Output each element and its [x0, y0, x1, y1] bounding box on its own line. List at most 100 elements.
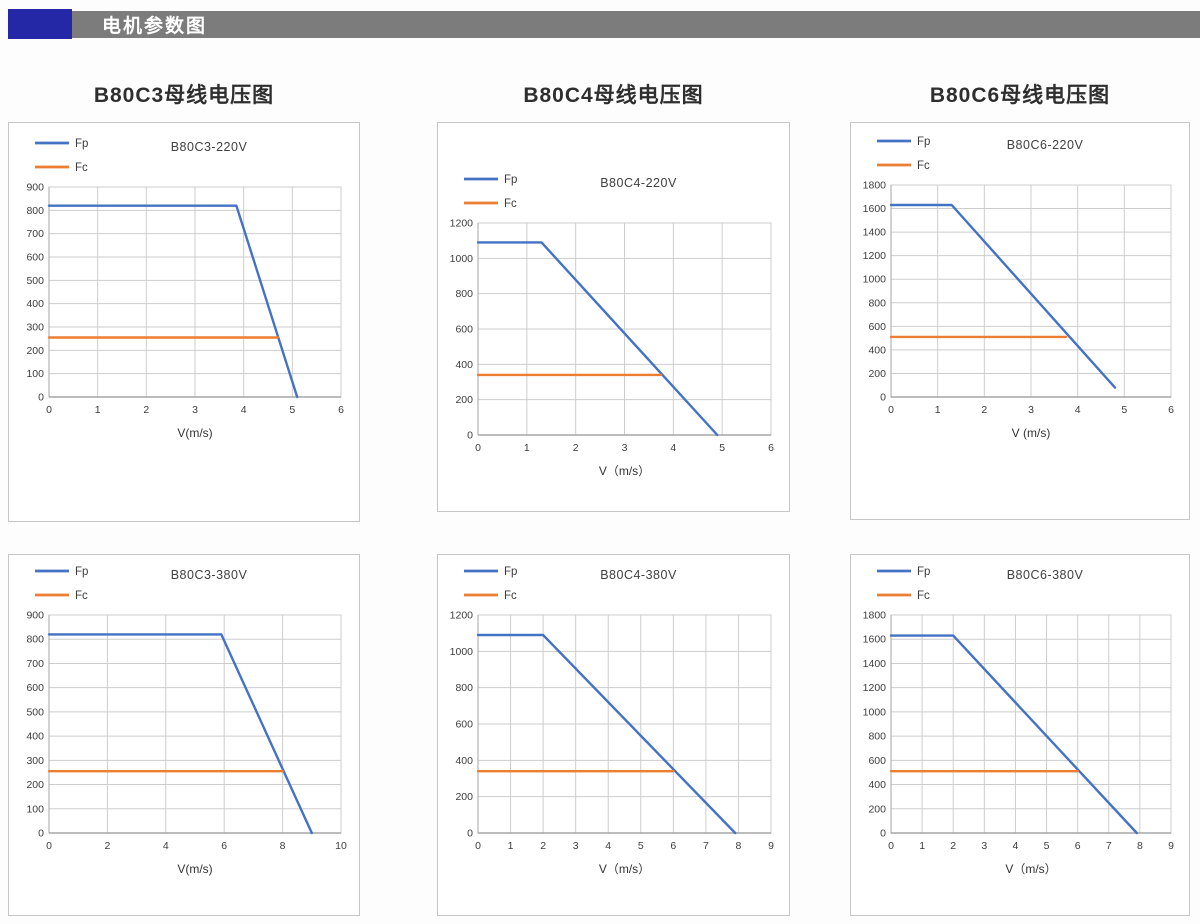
fp-line — [47, 633, 313, 835]
y-tick-label: 1000 — [863, 706, 887, 718]
legend-label-fc: Fc — [75, 590, 88, 602]
y-tick-label: 400 — [868, 779, 886, 791]
y-tick-label: 1600 — [863, 203, 887, 215]
x-tick-label: 0 — [888, 404, 894, 416]
y-tick-label: 600 — [26, 252, 44, 264]
y-tick-label: 800 — [26, 205, 44, 217]
y-tick-label: 1200 — [450, 218, 474, 230]
page-header: 电机参数图 — [8, 9, 1200, 39]
chart-canvas: 0 100 200 300 400 500 600 700 800 900 0 1 2 3 4 5 6 V(m/s… — [26, 138, 344, 440]
y-tick-label: 800 — [455, 682, 473, 694]
chart-canvas: 0 100 200 300 400 500 600 700 800 900 0 2 4 6 8 10 V(m/s… — [26, 566, 347, 876]
x-tick-label: 5 — [638, 840, 644, 852]
chart-inner-title: B80C6-220V — [1007, 138, 1084, 152]
chart-panel-b80c4-220v: 0 200 400 600 800 1000 1200 0 1 2 3 4 5 6 V（m/s） Fp Fc B8… — [437, 122, 790, 512]
y-tick-label: 400 — [26, 731, 44, 743]
x-tick-label: 6 — [1075, 840, 1081, 852]
x-tick-label: 2 — [981, 404, 987, 416]
legend-label-fc: Fc — [75, 162, 88, 174]
y-tick-label: 400 — [455, 359, 473, 371]
x-tick-label: 2 — [950, 840, 956, 852]
x-tick-label: 9 — [1168, 840, 1174, 852]
y-tick-label: 600 — [868, 755, 886, 767]
x-axis-label: V（m/s） — [599, 862, 650, 876]
y-tick-label: 800 — [868, 297, 886, 309]
x-tick-label: 3 — [573, 840, 579, 852]
chart-inner-title: B80C3-380V — [171, 568, 248, 582]
y-tick-label: 200 — [868, 803, 886, 815]
x-tick-label: 4 — [241, 404, 247, 416]
x-tick-label: 6 — [338, 404, 344, 416]
page-title: 电机参数图 — [102, 15, 208, 37]
x-tick-label: 7 — [1106, 840, 1112, 852]
x-tick-label: 0 — [46, 840, 52, 852]
chart-inner-title: B80C3-220V — [171, 140, 248, 154]
legend-label-fp: Fp — [504, 566, 517, 578]
x-tick-label: 0 — [475, 840, 481, 852]
fp-line — [47, 204, 299, 399]
y-tick-label: 1800 — [863, 610, 887, 622]
x-tick-label: 2 — [143, 404, 149, 416]
x-tick-label: 10 — [335, 840, 347, 852]
y-tick-label: 400 — [455, 755, 473, 767]
y-tick-label: 300 — [26, 322, 44, 334]
y-tick-label: 100 — [26, 803, 44, 815]
x-axis-label: V（m/s） — [599, 464, 650, 478]
y-tick-label: 600 — [455, 719, 473, 731]
legend-label-fc: Fc — [917, 160, 930, 172]
x-tick-label: 2 — [104, 840, 110, 852]
x-tick-label: 6 — [221, 840, 227, 852]
y-tick-label: 800 — [26, 634, 44, 646]
y-tick-label: 1000 — [450, 646, 474, 658]
legend-label-fp: Fp — [75, 138, 88, 150]
legend-label-fc: Fc — [917, 590, 930, 602]
y-tick-label: 1000 — [863, 274, 887, 286]
x-tick-label: 6 — [1168, 404, 1174, 416]
y-tick-label: 400 — [868, 344, 886, 356]
x-tick-label: 3 — [192, 404, 198, 416]
fp-line — [476, 241, 719, 437]
chart-inner-title: B80C4-380V — [600, 568, 677, 582]
x-tick-label: 2 — [573, 442, 579, 454]
x-tick-label: 8 — [736, 840, 742, 852]
x-tick-label: 6 — [670, 840, 676, 852]
y-tick-label: 700 — [26, 658, 44, 670]
fp-line — [889, 634, 1138, 835]
page: 电机参数图 B80C3母线电压图 B80C4母线电压图 B80C6母线电压图 0… — [0, 9, 1200, 924]
y-tick-label: 1200 — [863, 682, 887, 694]
y-tick-label: 200 — [868, 368, 886, 380]
legend-label-fc: Fc — [504, 198, 517, 210]
header-accent-block — [8, 9, 72, 39]
legend-label-fp: Fp — [75, 566, 88, 578]
x-tick-label: 1 — [508, 840, 514, 852]
y-tick-label: 200 — [455, 394, 473, 406]
y-tick-label: 500 — [26, 275, 44, 287]
chart-panel-b80c3-220v: 0 100 200 300 400 500 600 700 800 900 0 1 2 3 4 5 6 V(m/s… — [8, 122, 360, 522]
chart-panel-b80c3-380v: 0 100 200 300 400 500 600 700 800 900 0 2 4 6 8 10 V(m/s… — [8, 554, 360, 916]
y-tick-label: 500 — [26, 706, 44, 718]
y-tick-label: 1600 — [863, 634, 887, 646]
section-title-b80c4: B80C4母线电压图 — [523, 84, 704, 107]
y-tick-label: 600 — [455, 324, 473, 336]
y-tick-label: 200 — [26, 345, 44, 357]
y-tick-label: 0 — [38, 392, 44, 404]
y-tick-label: 1400 — [863, 227, 887, 239]
chart-canvas: 0 200 400 600 800 1000 1200 1400 1600 1800 0 1 2 3 4 5 6… — [863, 136, 1174, 440]
x-tick-label: 4 — [670, 442, 676, 454]
y-tick-label: 1400 — [863, 658, 887, 670]
chart-inner-title: B80C6-380V — [1007, 568, 1084, 582]
y-tick-label: 900 — [26, 182, 44, 194]
x-tick-label: 5 — [1121, 404, 1127, 416]
x-tick-label: 4 — [1075, 404, 1081, 416]
x-axis-label: V(m/s) — [177, 426, 212, 440]
y-tick-label: 400 — [26, 298, 44, 310]
section-titles-row: B80C3母线电压图 B80C4母线电压图 B80C6母线电压图 — [8, 79, 1200, 109]
x-tick-label: 2 — [540, 840, 546, 852]
x-tick-label: 5 — [719, 442, 725, 454]
y-tick-label: 800 — [868, 731, 886, 743]
chart-canvas: 0 200 400 600 800 1000 1200 0 1 2 3 4 5 6 V（m/s） Fp Fc B8… — [450, 174, 774, 478]
section-title-b80c3: B80C3母线电压图 — [93, 84, 275, 107]
y-tick-label: 1200 — [863, 250, 887, 262]
x-tick-label: 3 — [981, 840, 987, 852]
legend-label-fp: Fp — [917, 566, 930, 578]
